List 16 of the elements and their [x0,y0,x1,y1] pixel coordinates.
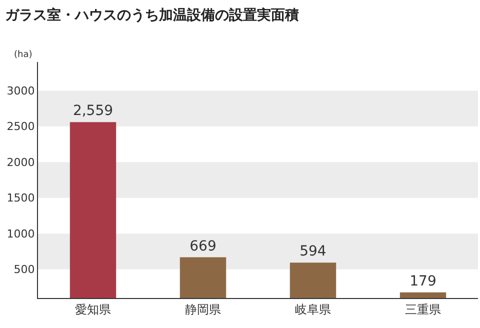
y-tick-label: 2500 [6,120,35,134]
data-label: 2,559 [72,103,114,120]
data-label: 179 [410,273,436,290]
y-axis-title: (ha) [14,50,32,60]
x-tick-label: 静岡県 [185,302,221,316]
y-tick-label: 2000 [6,156,35,169]
y-tick-label: 3000 [6,84,35,98]
y-tick-label: 1000 [6,227,35,240]
x-tick-label: 愛知県 [75,302,111,316]
data-label: 669 [190,238,216,254]
chart-title: ガラス室・ハウスのうち加温設備の設置実面積 [4,6,299,24]
data-label: 594 [300,244,326,260]
x-tick-label: 三重県 [405,302,441,316]
x-tick-label: 岐阜県 [295,302,331,316]
y-tick-label: 500 [14,263,35,276]
y-tick-label: 1500 [6,192,35,205]
